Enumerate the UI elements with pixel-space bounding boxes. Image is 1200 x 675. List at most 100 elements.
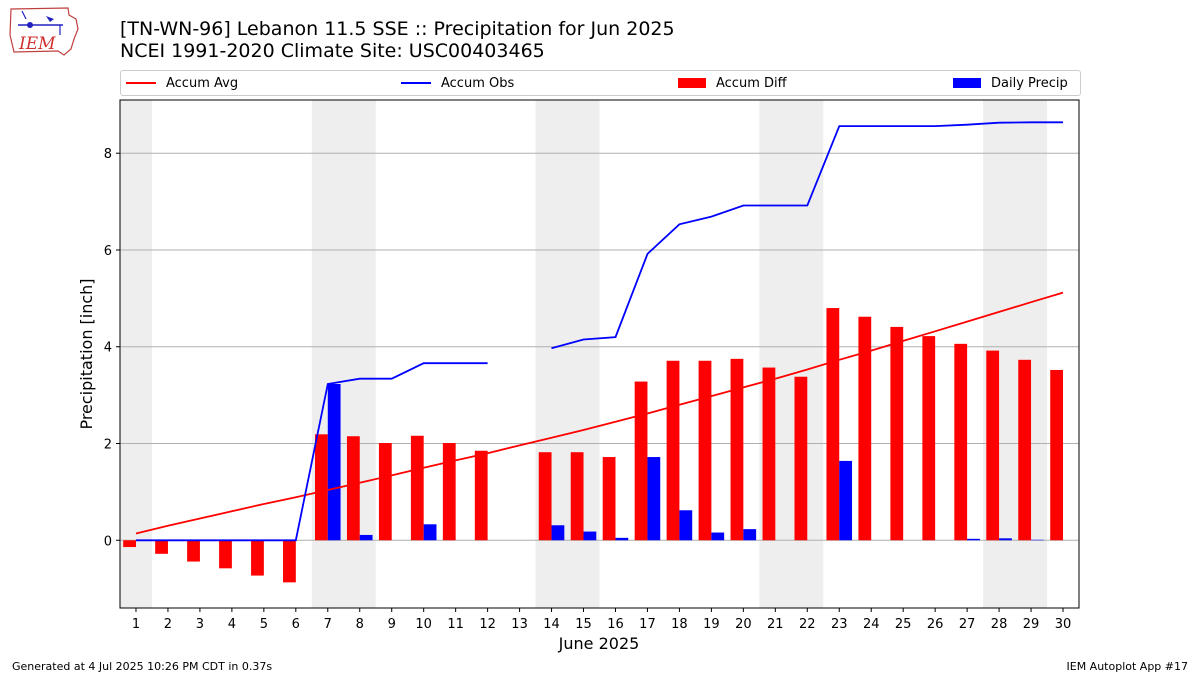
x-tick-label: 15: [575, 617, 592, 632]
legend-swatch: [678, 78, 706, 88]
x-tick-label: 20: [735, 617, 752, 632]
x-tick-label: 18: [671, 617, 688, 632]
x-tick-label: 6: [292, 617, 300, 632]
accum-diff-bar: [219, 540, 232, 569]
accum-diff-bar: [251, 540, 264, 576]
x-tick-label: 17: [639, 617, 656, 632]
x-tick-label: 25: [895, 617, 912, 632]
x-tick-label: 19: [703, 617, 720, 632]
legend-item-accum-obs: Accum Obs: [401, 71, 514, 95]
accum-diff-bar: [187, 540, 200, 562]
x-tick-label: 9: [388, 617, 396, 632]
x-tick-label: 30: [1055, 617, 1072, 632]
accum-diff-bar: [922, 336, 936, 541]
x-tick-label: 3: [196, 617, 204, 632]
accum-diff-bar: [826, 308, 840, 541]
accum-diff-bar: [666, 360, 680, 541]
legend-label: Accum Diff: [716, 75, 787, 91]
daily-precip-bar: [999, 538, 1012, 541]
x-tick-label: 21: [767, 617, 784, 632]
logo-text: IEM: [18, 34, 56, 54]
y-tick-label: 0: [104, 534, 112, 549]
x-tick-label: 10: [415, 617, 432, 632]
y-tick-label: 4: [104, 341, 112, 356]
legend-swatch: [126, 82, 156, 84]
legend: Accum Avg Accum Obs Accum Diff Daily Pre…: [120, 70, 1081, 96]
accum-diff-bar: [762, 367, 776, 541]
legend-item-accum-diff: Accum Diff: [678, 71, 787, 95]
accum-diff-bar: [890, 326, 904, 541]
x-tick-label: 26: [927, 617, 944, 632]
legend-swatch: [401, 82, 431, 84]
daily-precip-bar: [615, 537, 629, 541]
iem-logo: IEM: [9, 7, 79, 56]
x-tick-label: 29: [1023, 617, 1040, 632]
bars: [123, 308, 1076, 583]
accum-diff-bar: [634, 381, 648, 541]
legend-swatch: [953, 78, 981, 88]
accumulation-lines: [135, 121, 1064, 542]
legend-label: Accum Avg: [166, 75, 239, 91]
x-tick-label: 2: [164, 617, 172, 632]
x-tick-label: 27: [959, 617, 976, 632]
accum-diff-bar: [378, 443, 392, 541]
legend-label: Accum Obs: [441, 75, 515, 91]
accum-diff-bar: [314, 434, 328, 541]
x-tick-label: 23: [831, 617, 848, 632]
accum-diff-bar: [570, 452, 584, 541]
accum-diff-bar: [346, 436, 360, 541]
accum-diff-bar: [602, 457, 616, 541]
daily-precip-bar: [711, 532, 725, 541]
accum-diff-bar: [1018, 359, 1032, 541]
accum-diff-bar: [283, 540, 296, 583]
accum-diff-bar: [858, 316, 872, 541]
daily-precip-bar: [647, 457, 661, 541]
accum-diff-bar: [794, 376, 808, 541]
accum-diff-bar: [474, 450, 488, 541]
x-tick-label: 8: [356, 617, 364, 632]
x-tick-label: 12: [479, 617, 496, 632]
accum-diff-bar: [954, 343, 968, 541]
x-tick-label: 13: [511, 617, 528, 632]
daily-precip-bar: [359, 534, 373, 541]
x-tick-label: 28: [991, 617, 1008, 632]
y-tick-label: 2: [104, 438, 112, 453]
daily-precip-bar: [551, 525, 565, 541]
x-axis-ticks: 1 2 3 4 5 6 7 8 9 10 11 12 13 14 15 16 17 18 19 20 21 22 23 24 2…: [132, 608, 1071, 632]
accum-diff-bar: [730, 358, 744, 541]
accum-diff-bar: [538, 452, 552, 541]
accum-obs-line: [551, 121, 1063, 350]
daily-precip-bar: [583, 531, 597, 541]
y-gridlines: [120, 152, 1079, 541]
x-tick-label: 7: [324, 617, 332, 632]
x-tick-label: 1: [132, 617, 140, 632]
daily-precip-bar: [743, 529, 757, 541]
accum-avg-line: [135, 291, 1064, 535]
footer-generated: Generated at 4 Jul 2025 10:26 PM CDT in …: [12, 660, 273, 673]
accum-diff-bar: [123, 540, 136, 548]
x-tick-label: 11: [447, 617, 464, 632]
x-tick-label: 24: [863, 617, 880, 632]
daily-precip-bar: [967, 538, 980, 541]
accum-diff-bar: [1050, 369, 1064, 541]
accum-obs-line: [136, 362, 488, 542]
accum-diff-bar: [698, 360, 712, 541]
legend-item-daily-precip: Daily Precip: [953, 71, 1068, 95]
accum-diff-bar: [410, 435, 424, 541]
chart-title: [TN-WN-96] Lebanon 11.5 SSE :: Precipita…: [120, 18, 675, 40]
accum-diff-bar: [986, 350, 1000, 541]
x-tick-label: 14: [543, 617, 560, 632]
accum-diff-bar: [442, 443, 456, 541]
daily-precip-bar: [679, 510, 693, 541]
chart-subtitle: NCEI 1991-2020 Climate Site: USC00403465: [120, 40, 545, 62]
x-tick-label: 16: [607, 617, 624, 632]
accum-diff-bar: [155, 540, 168, 554]
legend-label: Daily Precip: [991, 75, 1068, 91]
x-tick-label: 4: [228, 617, 236, 632]
x-axis-label: June 2025: [558, 634, 640, 653]
x-tick-label: 22: [799, 617, 816, 632]
x-tick-label: 5: [260, 617, 268, 632]
weekend-band: [120, 100, 152, 608]
legend-item-accum-avg: Accum Avg: [126, 71, 238, 95]
